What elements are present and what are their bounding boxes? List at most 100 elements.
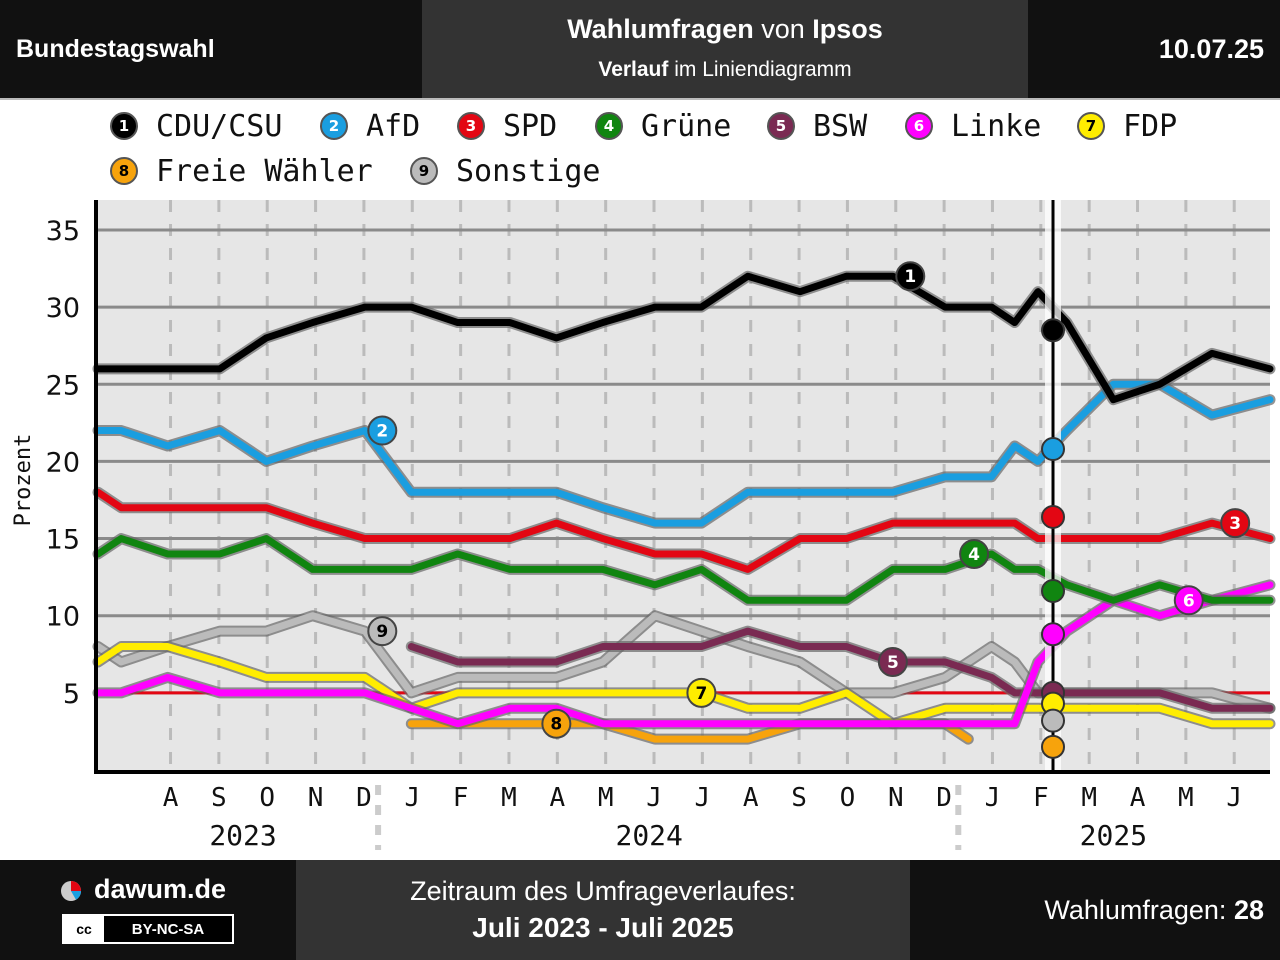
legend-label: BSW: [813, 108, 868, 144]
x-tick-label: S: [211, 783, 227, 813]
legend-item-sonstige: 9 Sonstige: [410, 151, 601, 191]
legend-label: CDU/CSU: [156, 108, 283, 144]
x-tick-label: F: [453, 783, 469, 813]
header-center: Wahlumfragen von Ipsos Verlauf im Linien…: [422, 0, 1028, 98]
legend-label: FDP: [1123, 108, 1178, 144]
x-tick-label: D: [356, 783, 372, 813]
x-tick-label: N: [308, 783, 324, 813]
page-subtitle: Verlauf im Liniendiagramm: [422, 58, 1028, 82]
series-number-label: 3: [1229, 514, 1241, 534]
y-tick-label: 5: [63, 679, 80, 710]
series-number-label: 6: [1183, 591, 1195, 611]
x-tick-label: N: [888, 783, 904, 813]
series-number-badge: [959, 538, 990, 569]
series-number-label: 9: [376, 622, 388, 642]
year-label: 2025: [1080, 819, 1147, 852]
y-tick-label: 15: [46, 525, 80, 556]
y-tick-label: 10: [46, 602, 80, 633]
legend-item-cdu-csu: 1 CDU/CSU: [110, 106, 282, 146]
x-tick-label: A: [549, 783, 565, 813]
footer-bar: dawum.de Zeitraum des Umfrageverlaufes: …: [0, 860, 1280, 960]
x-tick-label: A: [743, 783, 759, 813]
x-tick-label: J: [646, 783, 662, 813]
legend-num-9: 9: [410, 157, 438, 185]
x-tick-label: J: [404, 783, 420, 813]
x-tick-label: M: [1178, 783, 1194, 813]
x-tick-label: A: [163, 783, 179, 813]
brand-name: dawum.de: [94, 874, 227, 904]
legend-num-8: 8: [110, 157, 138, 185]
series-number-label: 2: [376, 422, 388, 442]
x-tick-label: M: [598, 783, 614, 813]
plot-background: [98, 200, 1270, 770]
legend-item-spd: 3 SPD: [457, 106, 557, 146]
year-label: 2024: [615, 819, 682, 852]
poll-count-value: 28: [1233, 895, 1264, 925]
x-tick-label: O: [840, 783, 856, 813]
title-bold: Wahlumfragen: [567, 14, 754, 44]
series-line: [407, 627, 1274, 712]
period-value: Juli 2023 - Juli 2025: [472, 912, 734, 943]
header-bar: Bundestagswahl Wahlumfragen von Ipsos Ve…: [0, 0, 1280, 98]
line-chart: 1 2 3 4 5 6 7 8 9 A S O N D J F M A M J J A S O N D J F M A M J 5 10 15 20…: [11, 200, 1276, 852]
election-markers: [1041, 200, 1066, 770]
x-tick-label: O: [259, 783, 275, 813]
footer-poll-count: Wahlumfragen: 28: [910, 860, 1280, 960]
poll-count-label: Wahlumfragen:: [1044, 895, 1234, 925]
subtitle-rest: im Liniendiagramm: [668, 58, 852, 81]
legend-item-gruene: 4 Grüne: [595, 106, 731, 146]
legend-item-bsw: 5 BSW: [767, 106, 867, 146]
legend-num-6: 6: [905, 112, 933, 140]
axes: A S O N D J F M A M J J A S O N D J F M A M J51015202530352023…: [46, 200, 1270, 852]
legend-num-4: 4: [595, 112, 623, 140]
legend-num-1: 1: [110, 112, 138, 140]
election-result-dot: [1041, 622, 1066, 647]
page-title: Wahlumfragen von Ipsos: [422, 14, 1028, 45]
legend-label: Sonstige: [456, 153, 601, 189]
footer-period: Zeitraum des Umfrageverlaufes: Juli 2023…: [296, 860, 910, 960]
title-institute: Ipsos: [812, 14, 883, 44]
cc-icon: cc: [64, 916, 104, 942]
election-result-dot: [1041, 579, 1066, 604]
brand[interactable]: dawum.de: [60, 874, 226, 905]
legend-num-3: 3: [457, 112, 485, 140]
title-mid: von: [753, 14, 813, 44]
election-result-dot: [1041, 708, 1066, 733]
subtitle-bold: Verlauf: [598, 58, 669, 81]
series-number-badge: [1173, 585, 1204, 616]
legend-item-freie-waehler: 8 Freie Wähler: [110, 151, 373, 191]
legend-label: AfD: [366, 108, 421, 144]
legend-num-7: 7: [1077, 112, 1105, 140]
y-tick-label: 35: [46, 216, 80, 247]
election-result-dot: [1041, 437, 1066, 462]
x-tick-label: F: [1033, 783, 1049, 813]
series-number-label: 1: [904, 267, 916, 287]
series-number-badge: [877, 646, 908, 677]
legend-num-2: 2: [320, 112, 348, 140]
header-date: 10.07.25: [1158, 34, 1264, 64]
x-tick-label: D: [936, 783, 952, 813]
election-result-dot: [1041, 734, 1066, 759]
series-number-badge: [541, 708, 572, 739]
legend-item-fdp: 7 FDP: [1077, 106, 1177, 146]
license-badge[interactable]: cc BY-NC-SA: [62, 914, 234, 944]
legend-item-linke: 6 Linke: [905, 106, 1041, 146]
x-tick-label: M: [501, 783, 517, 813]
series-number-badge: [1220, 508, 1251, 539]
legend-item-afd: 2 AfD: [320, 106, 420, 146]
x-tick-label: M: [1081, 783, 1097, 813]
series-number-label: 4: [968, 545, 980, 565]
x-tick-label: S: [791, 783, 807, 813]
y-tick-label: 25: [46, 370, 80, 401]
series-number-badge: [367, 616, 398, 647]
y-tick-label: 30: [46, 293, 80, 324]
election-title: Bundestagswahl: [16, 35, 215, 63]
series-number-label: 5: [887, 653, 899, 673]
y-tick-label: 20: [46, 447, 80, 478]
legend-label: Freie Wähler: [156, 153, 373, 189]
x-tick-label: A: [1130, 783, 1146, 813]
license-text: BY-NC-SA: [104, 916, 232, 942]
legend-label: SPD: [503, 108, 558, 144]
header-divider: [0, 98, 1280, 100]
series-number-badge: [895, 261, 926, 292]
